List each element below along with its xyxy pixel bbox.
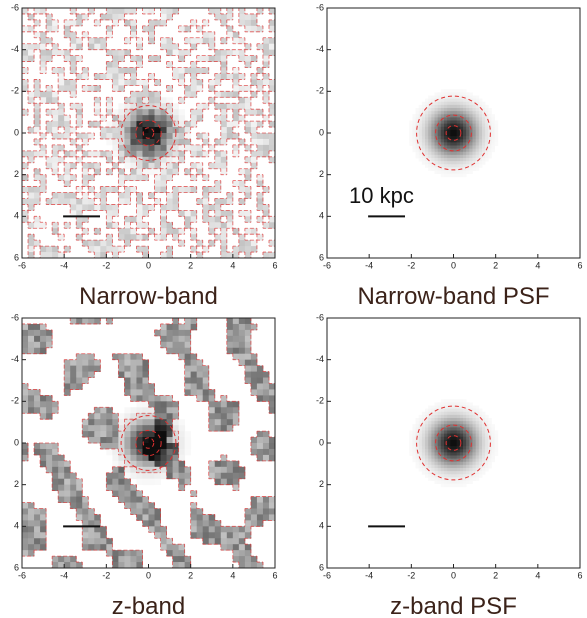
y-tick-label: -6	[11, 2, 19, 12]
contour	[435, 114, 472, 152]
x-tick-label: 0	[451, 570, 456, 580]
y-tick-label: 6	[319, 252, 324, 262]
contour	[22, 8, 275, 258]
y-tick-label: 2	[14, 479, 19, 489]
panel-title: Narrow-band PSF	[357, 283, 549, 310]
image	[409, 89, 499, 178]
panel-title: z-band PSF	[390, 593, 517, 618]
y-tick-label: 0	[14, 437, 19, 447]
contour	[142, 437, 155, 449]
y-tick-label: -4	[316, 354, 324, 364]
x-tick-label: 2	[188, 570, 193, 580]
x-tick-label: 0	[146, 570, 151, 580]
contour	[135, 429, 162, 457]
y-tick-label: -2	[11, 396, 19, 406]
x-tick-label: -6	[18, 570, 26, 580]
y-tick-label: 6	[14, 252, 19, 262]
contour	[135, 119, 162, 147]
x-tick-label: 0	[146, 260, 151, 270]
contour	[120, 105, 177, 161]
y-tick-label: -6	[316, 312, 324, 322]
y-tick-label: 2	[319, 479, 324, 489]
y-tick-label: 2	[14, 169, 19, 179]
x-tick-label: -2	[102, 260, 110, 270]
y-tick-label: -6	[11, 312, 19, 322]
y-tick-label: 4	[319, 211, 324, 221]
x-tick-label: 4	[230, 570, 235, 580]
y-tick-label: 4	[319, 521, 324, 531]
x-tick-label: -2	[407, 570, 415, 580]
contour	[435, 424, 472, 462]
x-tick-label: -2	[407, 260, 415, 270]
x-tick-label: -4	[60, 260, 68, 270]
contour	[445, 125, 462, 141]
y-tick-label: 2	[319, 169, 324, 179]
contour	[416, 95, 491, 171]
image	[22, 318, 275, 568]
y-tick-label: -2	[11, 86, 19, 96]
contour	[120, 415, 177, 471]
y-tick-label: 0	[14, 127, 19, 137]
y-tick-label: 4	[14, 211, 19, 221]
annotation: 10 kpc	[349, 183, 414, 208]
x-tick-label: 4	[535, 260, 540, 270]
contour	[416, 405, 491, 481]
x-tick-label: 0	[451, 260, 456, 270]
y-tick-label: -2	[316, 396, 324, 406]
contour	[22, 318, 275, 568]
y-tick-label: -4	[11, 354, 19, 364]
panel-title: Narrow-band	[79, 283, 218, 310]
y-tick-label: -6	[316, 2, 324, 12]
y-tick-label: -4	[11, 44, 19, 54]
y-tick-label: -2	[316, 86, 324, 96]
x-tick-label: -2	[102, 570, 110, 580]
y-tick-label: 0	[319, 437, 324, 447]
image	[22, 8, 275, 258]
x-tick-label: -4	[365, 260, 373, 270]
y-tick-label: 6	[14, 562, 19, 572]
y-tick-label: 4	[14, 521, 19, 531]
x-tick-label: -4	[60, 570, 68, 580]
x-tick-label: 4	[230, 260, 235, 270]
x-tick-label: -4	[365, 570, 373, 580]
x-tick-label: -6	[323, 260, 331, 270]
contour	[142, 127, 155, 139]
x-tick-label: 6	[577, 570, 582, 580]
x-tick-label: 6	[272, 260, 277, 270]
y-tick-label: -4	[316, 44, 324, 54]
contour	[445, 435, 462, 451]
image	[409, 399, 499, 488]
x-tick-label: 4	[535, 570, 540, 580]
x-tick-label: -6	[323, 570, 331, 580]
y-tick-label: 0	[319, 127, 324, 137]
x-tick-label: 6	[272, 570, 277, 580]
panel-title: z-band	[112, 593, 185, 618]
x-tick-label: 6	[577, 260, 582, 270]
x-tick-label: 2	[493, 260, 498, 270]
x-tick-label: -6	[18, 260, 26, 270]
x-tick-label: 2	[188, 260, 193, 270]
x-tick-label: 2	[493, 570, 498, 580]
y-tick-label: 6	[319, 562, 324, 572]
